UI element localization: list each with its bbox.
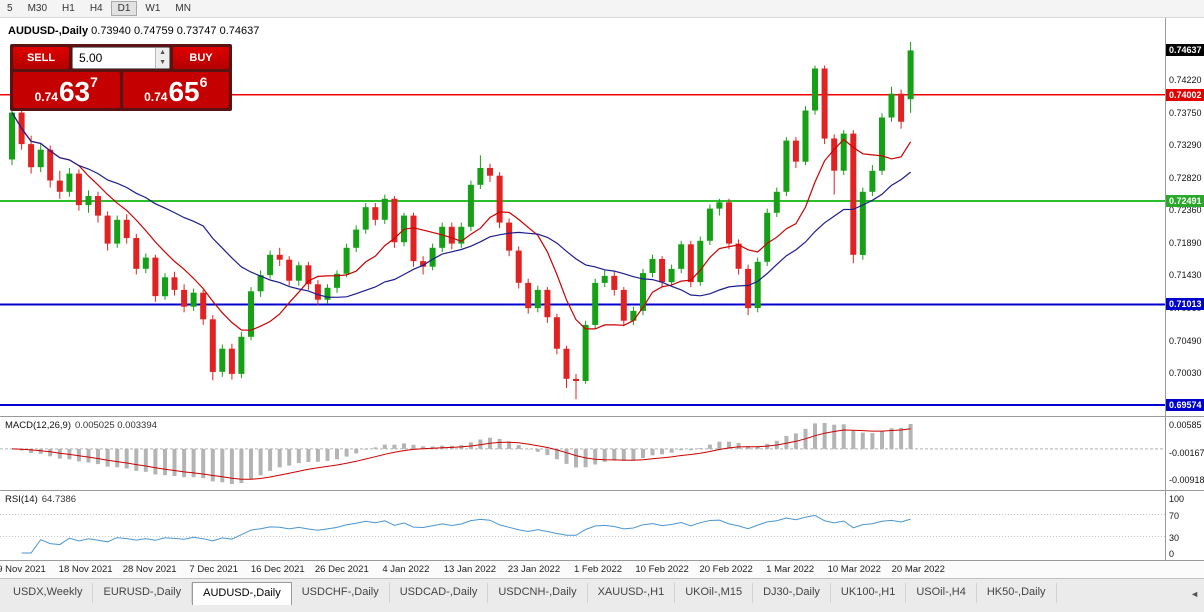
trade-panel-price-row: 0.74 63 7 0.74 65 6 (13, 72, 229, 108)
price-axis-tick: 0.70030 (1169, 368, 1202, 379)
tab-hk50-daily[interactable]: HK50-,Daily (977, 583, 1057, 603)
sell-price-display[interactable]: 0.74 63 7 (13, 72, 120, 108)
tab-dj30-daily[interactable]: DJ30-,Daily (753, 583, 831, 603)
tabs-scroll-left-button[interactable]: ◄ (1190, 589, 1199, 599)
one-click-trade-panel: SELL 5.00 ▲ ▼ BUY 0.74 63 7 0.74 65 6 (10, 44, 232, 111)
tab-eurusd-daily[interactable]: EURUSD-,Daily (93, 583, 193, 603)
rsi-chart[interactable] (0, 491, 1165, 560)
date-axis-label: 10 Feb 2022 (635, 564, 689, 575)
timeframe-button-w1[interactable]: W1 (145, 3, 161, 14)
date-axis-label: 20 Feb 2022 (699, 564, 753, 575)
macd-values: 0.005025 0.003394 (75, 420, 157, 431)
time-axis[interactable]: 9 Nov 2021 18 Nov 2021 28 Nov 2021 7 Dec 20… (0, 560, 1204, 578)
rsi-axis-tick: 70 (1169, 510, 1180, 521)
date-axis-label: 28 Nov 2021 (122, 564, 177, 575)
timeframe-button-d1[interactable]: D1 (110, 1, 138, 16)
tab-usdcad-daily[interactable]: USDCAD-,Daily (390, 583, 489, 603)
date-axis-label: 20 Mar 2022 (891, 564, 945, 575)
price-axis-tick: 0.73750 (1169, 107, 1202, 118)
date-axis-label: 18 Nov 2021 (58, 564, 113, 575)
timeframe-button-h4[interactable]: H4 (89, 3, 103, 14)
tab-usoil-h4[interactable]: USOil-,H4 (906, 583, 977, 603)
macd-chart[interactable] (0, 417, 1165, 490)
price-axis[interactable]: 0.74220 0.73750 0.73290 0.72820 0.72360 0.718… (1165, 18, 1204, 416)
price-axis-tick: 0.72360 (1169, 204, 1202, 215)
macd-label: MACD(12,26,9) 0.005025 0.003394 (5, 420, 157, 431)
chart-title: AUDUSD-,Daily 0.73940 0.74759 0.73747 0.… (8, 25, 259, 37)
date-axis-label: 13 Jan 2022 (443, 564, 497, 575)
date-axis-label: 7 Dec 2021 (189, 564, 238, 575)
price-line-label: 0.69574 (1166, 399, 1204, 412)
volume-decrease-button[interactable]: ▼ (156, 58, 169, 68)
buy-button[interactable]: BUY (173, 47, 229, 69)
macd-axis-tick: -0.00918 (1169, 475, 1204, 485)
chart-tab-bar: USDX,Weekly EURUSD-,Daily AUDUSD-,Daily USD… (0, 578, 1204, 612)
timeframe-button-mn[interactable]: MN (175, 3, 191, 14)
buy-price-display[interactable]: 0.74 65 6 (122, 72, 229, 108)
chart-symbol-label: AUDUSD-,Daily (8, 25, 89, 37)
rsi-value: 64.7386 (41, 494, 77, 505)
rsi-indicator-panel[interactable]: RSI(14) 64.7386 (0, 490, 1165, 560)
tab-xauusd-h1[interactable]: XAUUSD-,H1 (588, 583, 676, 603)
price-axis-tick: 0.71890 (1169, 237, 1202, 248)
date-axis-label: 23 Jan 2022 (507, 564, 561, 575)
timeframe-button-5[interactable]: 5 (7, 3, 13, 14)
volume-spinner: ▲ ▼ (155, 48, 169, 68)
rsi-axis[interactable]: 100 70 30 0 (1165, 490, 1204, 560)
chart-ohlc-values: 0.73940 0.74759 0.73747 0.74637 (91, 25, 260, 37)
price-line-label: 0.74002 (1166, 88, 1204, 101)
main-chart-panel[interactable]: AUDUSD-,Daily 0.73940 0.74759 0.73747 0.… (0, 18, 1165, 416)
date-axis-label: 26 Dec 2021 (314, 564, 369, 575)
macd-name: MACD(12,26,9) (5, 420, 71, 431)
buy-price-figure: 0.74 (144, 90, 168, 104)
macd-axis[interactable]: 0.00585 -0.00167 -0.00918 (1165, 416, 1204, 490)
volume-value[interactable]: 5.00 (79, 51, 103, 65)
sell-button[interactable]: SELL (13, 47, 69, 69)
date-axis-label: 1 Feb 2022 (573, 564, 623, 575)
macd-axis-tick: 0.00585 (1169, 420, 1202, 430)
price-axis-tick: 0.71430 (1169, 270, 1202, 281)
timeframe-toolbar: 5 M30 H1 H4 D1 W1 MN (0, 0, 1204, 18)
date-axis-label: 1 Mar 2022 (766, 564, 815, 575)
rsi-axis-tick: 100 (1169, 494, 1185, 504)
price-axis-tick: 0.72820 (1169, 172, 1202, 183)
macd-axis-tick: -0.00167 (1169, 448, 1204, 458)
rsi-axis-tick: 0 (1169, 549, 1175, 559)
price-line-label: 0.71013 (1166, 298, 1204, 311)
sell-price-point: 7 (90, 74, 98, 90)
tab-usdchf-daily[interactable]: USDCHF-,Daily (292, 583, 390, 603)
rsi-label: RSI(14) 64.7386 (5, 494, 76, 505)
price-axis-tick: 0.73290 (1169, 139, 1202, 150)
date-axis-label: 10 Mar 2022 (827, 564, 881, 575)
rsi-axis-tick: 30 (1169, 532, 1180, 543)
rsi-name: RSI(14) (5, 494, 38, 505)
current-price-label: 0.74637 (1166, 44, 1204, 57)
timeframe-button-h1[interactable]: H1 (62, 3, 75, 14)
macd-indicator-panel[interactable]: MACD(12,26,9) 0.005025 0.003394 (0, 416, 1165, 490)
buy-price-pips: 65 (168, 76, 200, 108)
candlestick-chart[interactable] (0, 18, 1165, 416)
sell-price-pips: 63 (58, 76, 91, 108)
date-axis-label: 4 Jan 2022 (382, 564, 430, 575)
tab-ukoil-m15[interactable]: UKOil-,M15 (675, 583, 754, 603)
trade-panel-top-row: SELL 5.00 ▲ ▼ BUY (13, 47, 229, 69)
buy-price-point: 6 (199, 74, 208, 90)
tab-usdcnh-daily[interactable]: USDCNH-,Daily (488, 583, 588, 603)
volume-increase-button[interactable]: ▲ (156, 48, 169, 58)
date-axis-label: 9 Nov 2021 (0, 564, 46, 575)
tab-usdx-weekly[interactable]: USDX,Weekly (3, 583, 94, 603)
tab-audusd-daily[interactable]: AUDUSD-,Daily (192, 582, 292, 605)
date-axis-label: 16 Dec 2021 (250, 564, 305, 575)
sell-price-figure: 0.74 (34, 90, 58, 104)
tab-uk100-h1[interactable]: UK100-,H1 (831, 583, 907, 603)
price-axis-tick: 0.70490 (1169, 336, 1202, 347)
volume-field[interactable]: 5.00 ▲ ▼ (72, 47, 170, 69)
price-axis-tick: 0.74220 (1169, 74, 1202, 85)
price-line-label: 0.72491 (1166, 194, 1204, 207)
timeframe-button-m30[interactable]: M30 (27, 3, 48, 14)
